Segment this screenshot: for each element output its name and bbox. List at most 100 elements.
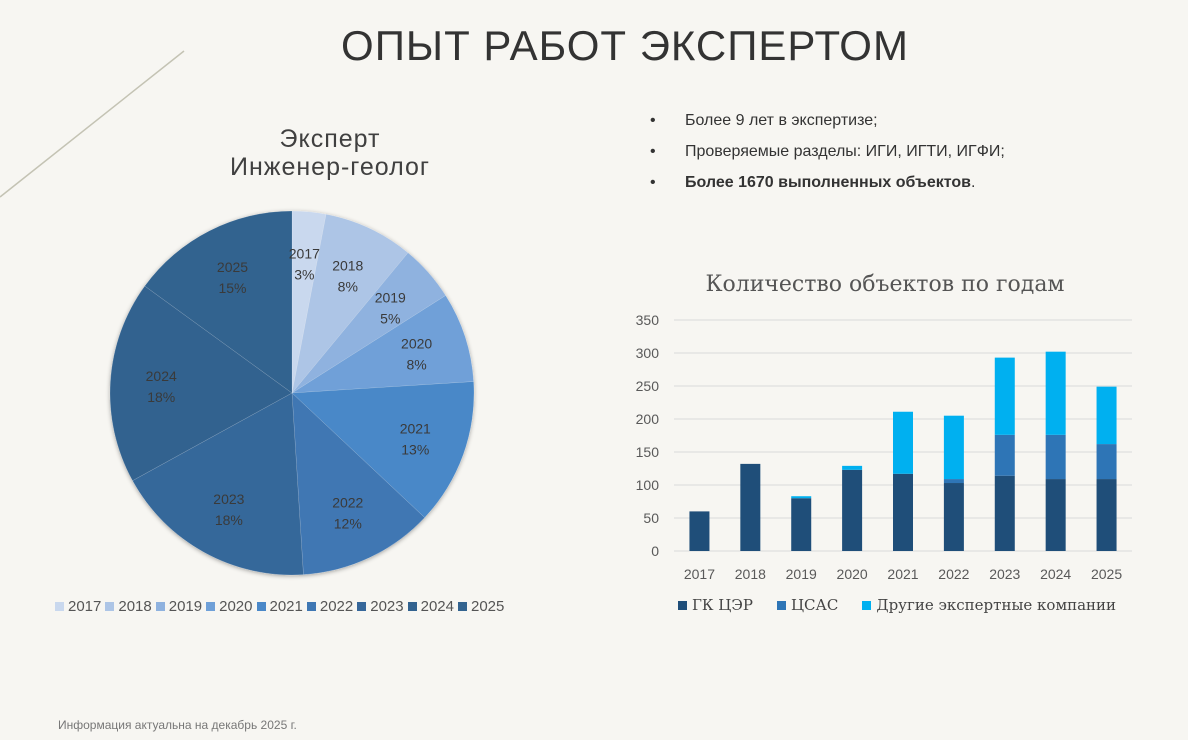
pie-legend-item: 2017 <box>55 598 101 615</box>
pie-slice-2025 <box>144 210 293 394</box>
legend-swatch <box>55 602 64 611</box>
legend-swatch <box>458 602 467 611</box>
legend-swatch <box>155 602 165 611</box>
legend-label: 2021 <box>269 598 303 615</box>
legend-label: ГК ЦЭР <box>692 596 753 614</box>
x-tick-label: 2018 <box>735 566 766 582</box>
pie-label-percent: 5% <box>380 310 400 326</box>
y-tick-label: 100 <box>636 477 660 493</box>
x-tick-label: 2021 <box>887 566 918 582</box>
bullet-item: • Проверяемые разделы: ИГИ, ИГТИ, ИГФИ; <box>650 143 1005 174</box>
legend-label: 2017 <box>68 598 102 615</box>
x-tick-label: 2022 <box>938 566 969 582</box>
pie-chart-title: Эксперт Инженер-геолог <box>180 125 480 181</box>
bar-segment <box>994 357 1015 435</box>
pie-label-year: 2020 <box>401 336 432 352</box>
legend-swatch <box>678 600 687 610</box>
pie-title-line2: Инженер-геолог <box>229 153 431 181</box>
y-tick-label: 250 <box>636 378 660 394</box>
pie-label-percent: 3% <box>294 267 314 283</box>
legend-label: 2023 <box>370 598 404 615</box>
pie-legend: 2017 2018 2019 2020 2021 2022 2023 2024 2025 <box>55 598 508 615</box>
pie-title-line1: Эксперт <box>279 125 381 153</box>
legend-swatch <box>306 602 316 611</box>
pie-label-year: 2019 <box>375 289 406 305</box>
legend-swatch <box>776 600 786 610</box>
pie-legend-item: 2018 <box>105 598 152 615</box>
legend-swatch <box>206 602 216 611</box>
pie-label-percent: 8% <box>338 278 358 294</box>
legend-label: 2019 <box>168 598 203 615</box>
bar-segment <box>740 463 761 551</box>
legend-label: 2020 <box>219 598 253 615</box>
bar-segment <box>893 473 913 551</box>
bar-segment <box>842 469 863 551</box>
pie-slice-2023 <box>132 392 304 576</box>
bar-segment <box>1096 386 1117 445</box>
bar-chart-title: Количество объектов по годам <box>705 272 1065 297</box>
pie-label-year: 2024 <box>146 368 177 384</box>
pie-legend-item: 2023 <box>357 598 404 615</box>
legend-label: ЦСАС <box>790 596 839 614</box>
pie-slice-2024 <box>109 285 293 482</box>
x-tick-label: 2025 <box>1091 566 1122 582</box>
bar-segment <box>842 465 863 470</box>
bar-segment <box>1096 444 1117 480</box>
pie-label-year: 2022 <box>332 495 363 511</box>
pie-label-percent: 8% <box>407 357 427 373</box>
legend-label: 2018 <box>118 598 152 615</box>
x-tick-label: 2020 <box>837 566 868 582</box>
legend-swatch <box>407 602 417 611</box>
legend-label: Другие экспертные компании <box>876 596 1117 614</box>
bar-segment <box>943 483 964 551</box>
pie-label-year: 2025 <box>217 259 248 275</box>
y-tick-label: 350 <box>636 312 660 328</box>
bar-segment <box>994 434 1015 476</box>
pie-label-year: 2021 <box>400 420 431 436</box>
pie-slice-2021 <box>291 381 475 518</box>
pie-legend-item: 2019 <box>155 598 203 615</box>
y-tick-label: 200 <box>636 411 660 427</box>
legend-swatch <box>357 602 367 611</box>
bar-segment <box>943 415 964 480</box>
pie-legend-item: 2022 <box>306 598 354 615</box>
pie-label-percent: 18% <box>147 389 175 405</box>
bar-segment <box>1045 434 1066 480</box>
y-tick-label: 300 <box>636 345 660 361</box>
bullet-text: Более 9 лет в экспертизе; <box>685 112 878 129</box>
y-tick-label: 150 <box>636 444 660 460</box>
bar-segment <box>943 479 964 484</box>
bar-segment <box>994 475 1015 551</box>
bar-segment <box>791 498 812 551</box>
pie-label-year: 2023 <box>213 491 244 507</box>
legend-swatch <box>256 602 266 611</box>
y-tick-label: 50 <box>643 510 659 526</box>
pie-label-year: 2017 <box>289 246 320 262</box>
legend-label: 2022 <box>319 598 354 615</box>
y-tick-label: 0 <box>651 543 659 559</box>
pie-label-percent: 12% <box>334 516 362 532</box>
decorative-line <box>0 50 185 198</box>
x-tick-label: 2017 <box>684 566 715 582</box>
footer-note: Информация актуальна на декабрь 2025 г. <box>58 718 297 732</box>
legend-label: 2024 <box>420 598 454 615</box>
legend-swatch <box>862 600 872 610</box>
bar-segment <box>1045 479 1066 551</box>
bullet-item: • Более 9 лет в экспертизе; <box>650 112 1005 143</box>
bar-segment <box>1096 479 1117 551</box>
bar-segment <box>1045 351 1066 435</box>
bar-legend: ГК ЦЭР ЦСАС Другие экспертные компании <box>678 596 1140 614</box>
pie-legend-item: 2025 <box>458 598 504 615</box>
pie-label-percent: 18% <box>215 512 243 528</box>
x-tick-label: 2023 <box>989 566 1020 582</box>
pie-slice-2018 <box>291 213 409 394</box>
pie-legend-item: 2020 <box>206 598 253 615</box>
pie-chart: 2017 3% 2018 8% 2019 5%2020 8% 2021 13% 2022 12% 20… <box>109 210 475 576</box>
bullet-bold-text: Более 1670 выполненных объектов <box>685 174 971 191</box>
pie-label-percent: 13% <box>401 441 429 457</box>
x-tick-label: 2024 <box>1040 566 1071 582</box>
legend-label: 2025 <box>471 598 505 615</box>
bar-segment <box>893 411 913 474</box>
pie-slice-2020 <box>291 295 474 394</box>
bullet-text: . <box>970 174 976 191</box>
